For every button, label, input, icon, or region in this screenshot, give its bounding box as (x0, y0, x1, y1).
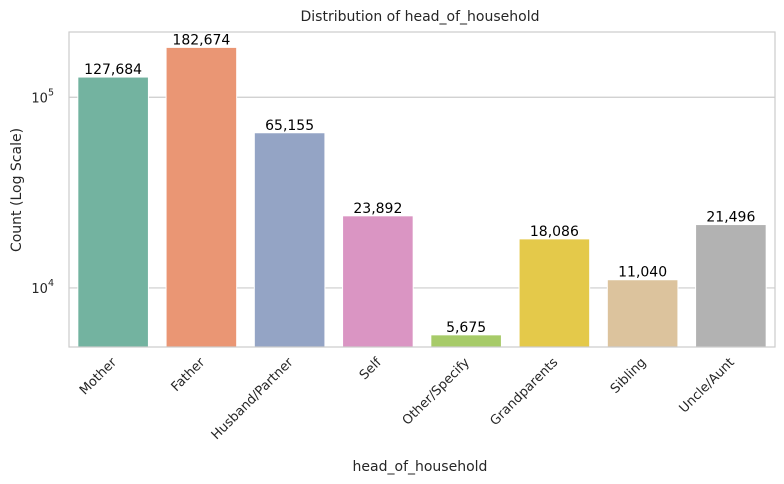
data-label: 23,892 (353, 201, 402, 217)
x-tick-label: Husband/Partner (209, 355, 297, 443)
y-ticks: 104 105 (31, 87, 54, 297)
x-tick-label: Other/Specify (400, 355, 473, 428)
y-tick-label: 105 (31, 87, 54, 106)
data-label: 65,155 (265, 118, 314, 134)
plot-frame (68, 31, 776, 348)
y-tick-label: 104 (31, 278, 54, 297)
data-label: 182,674 (172, 32, 230, 48)
data-label: 11,040 (618, 265, 667, 281)
x-tick-label: Self (357, 355, 385, 383)
bar-uncle-aunt (695, 224, 767, 348)
bar-grandparents (518, 238, 591, 348)
bars-group (77, 46, 767, 348)
x-ticks: Mother Father Husband/Partner Self Other/Spe… (77, 355, 738, 443)
bar-other-specify (430, 334, 502, 348)
data-labels: 127,684 182,674 65,155 23,892 5,675 18,086 11,… (84, 32, 755, 335)
x-tick-label: Mother (77, 355, 120, 398)
bar-mother (77, 76, 149, 348)
bar-father (165, 46, 238, 348)
bar-self (342, 215, 414, 348)
data-label: 5,675 (446, 320, 486, 336)
x-tick-label: Uncle/Aunt (677, 355, 738, 416)
x-tick-label: Father (169, 355, 209, 395)
chart-title: Distribution of head_of_household (301, 9, 540, 25)
bar-husband-partner (253, 132, 326, 348)
data-label: 127,684 (84, 62, 142, 78)
x-tick-label: Sibling (608, 355, 650, 397)
x-tick-label: Grandparents (487, 355, 561, 429)
data-label: 21,496 (706, 210, 755, 226)
y-axis-title: Count (Log Scale) (9, 128, 25, 252)
bar-sibling (606, 279, 679, 348)
x-axis-title: head_of_household (353, 459, 488, 475)
data-label: 18,086 (530, 224, 579, 240)
